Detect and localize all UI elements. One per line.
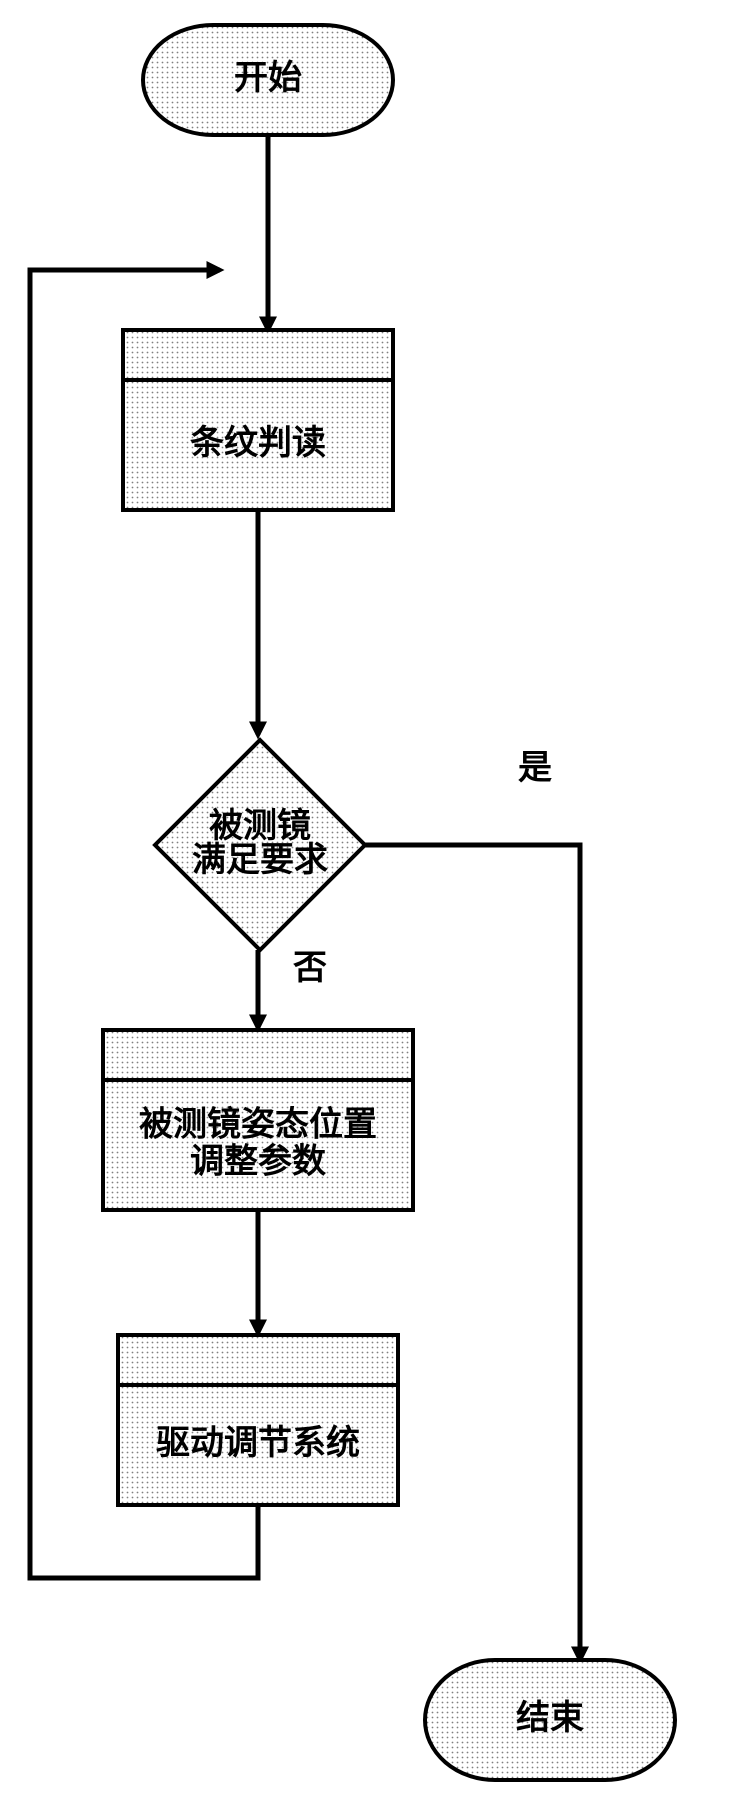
node-drive: 驱动调节系统 (118, 1335, 398, 1505)
nodes-layer: 开始条纹判读被测镜满足要求被测镜姿态位置调整参数驱动调节系统结束 (103, 25, 675, 1780)
node-read-label: 条纹判读 (190, 424, 326, 462)
edge-label-check-adjust: 否 (293, 949, 327, 987)
node-start: 开始 (143, 25, 393, 135)
node-check-label1: 被测镜 (209, 807, 311, 845)
node-read-header (123, 330, 393, 380)
node-drive-header (118, 1335, 398, 1385)
node-adjust-label1: 被测镜姿态位置 (139, 1105, 377, 1143)
node-adjust-header (103, 1030, 413, 1080)
edge-check-to-end (365, 845, 580, 1660)
node-check-label2: 满足要求 (192, 841, 328, 879)
node-end: 结束 (425, 1660, 675, 1780)
edge-label-check-end: 是 (518, 749, 552, 787)
node-adjust-label2: 调整参数 (190, 1143, 326, 1181)
node-start-label: 开始 (234, 59, 302, 97)
node-drive-label: 驱动调节系统 (156, 1424, 360, 1462)
node-end-label: 结束 (516, 1699, 584, 1737)
node-read: 条纹判读 (123, 330, 393, 510)
node-adjust: 被测镜姿态位置调整参数 (103, 1030, 413, 1210)
node-check: 被测镜满足要求 (155, 740, 365, 950)
